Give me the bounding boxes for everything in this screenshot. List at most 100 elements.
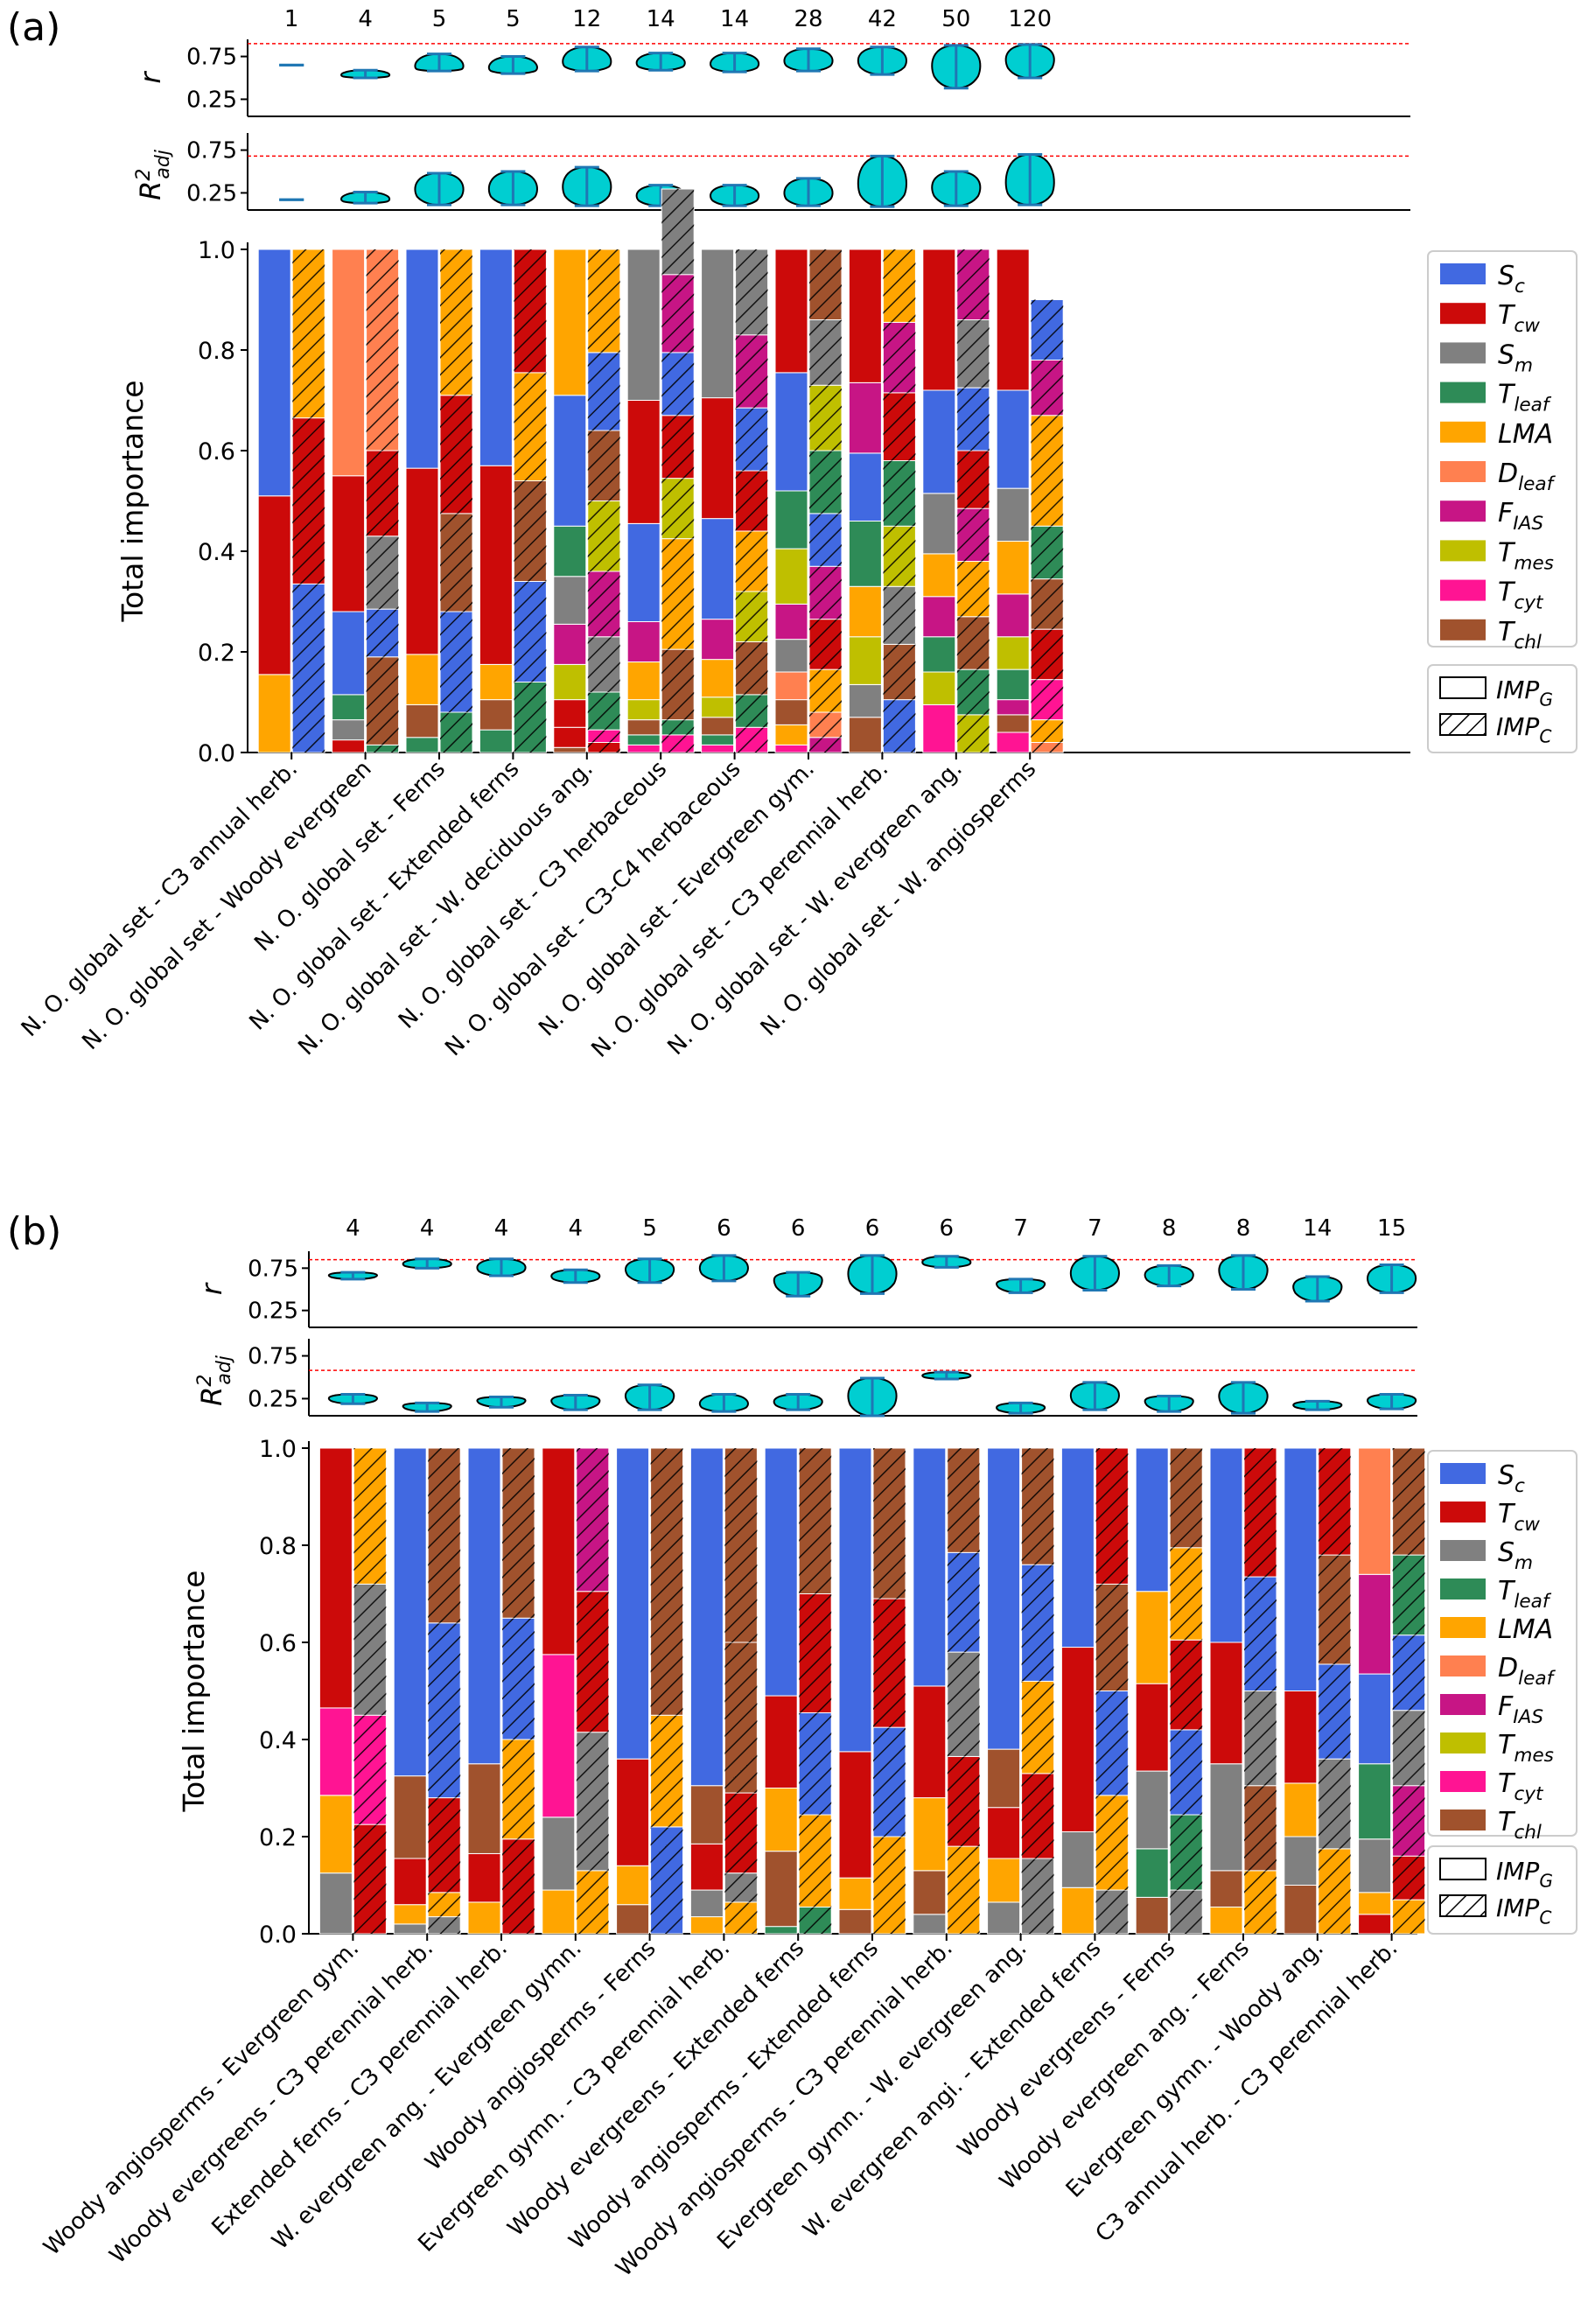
bar-hatch	[366, 745, 399, 752]
bar-segment-tleaf	[1358, 1763, 1392, 1840]
bar-segment-tcw	[987, 1807, 1021, 1859]
sample-count: 120	[1008, 6, 1052, 32]
legend-swatch-tleaf	[1440, 1578, 1486, 1600]
bar-segment-sm	[922, 493, 956, 555]
bar-hatch	[514, 682, 547, 752]
bar-hatch	[1031, 415, 1064, 527]
legend-label-fias: FIAS	[1498, 1691, 1543, 1728]
sample-count: 4	[346, 1215, 360, 1242]
bar-segment-tcw	[838, 1751, 872, 1879]
bar-hatch	[366, 656, 399, 746]
bar-segment-tcw	[257, 495, 291, 676]
bar-hatch	[735, 592, 768, 642]
bar-hatch	[1318, 1555, 1351, 1664]
bar-segment-lma	[764, 1788, 798, 1852]
bar-hatch	[1170, 1640, 1203, 1730]
bar-segment-tcyt	[318, 1707, 353, 1796]
bar-hatch	[661, 274, 695, 353]
bar-hatch	[1392, 1785, 1425, 1857]
bar-segment-tchl	[848, 717, 882, 753]
bar-segment-lma	[1060, 1886, 1095, 1935]
bar-hatch	[428, 1892, 461, 1917]
legend-swatch-lma	[1440, 421, 1486, 443]
bar-segment-lma	[1135, 1591, 1169, 1684]
bar-hatch	[1031, 679, 1064, 720]
bar-segment-sc	[1284, 1447, 1318, 1691]
bar-segment-tchl	[913, 1870, 947, 1915]
bar-hatch	[650, 1448, 683, 1716]
bar-hatch	[587, 249, 620, 353]
bar-hatch	[514, 581, 547, 682]
sample-count: 4	[358, 6, 373, 32]
bar-segment-tchl	[838, 1908, 872, 1935]
bar-hatch	[724, 1642, 758, 1794]
legend-swatch-hatch	[1440, 1895, 1486, 1916]
legend-label-tcyt: Tcyt	[1498, 1768, 1544, 1805]
bar-segment-sm	[626, 248, 661, 401]
bar-segment-tcyt	[922, 704, 956, 753]
bar-hatch	[502, 1618, 535, 1740]
r-axis-label: r	[134, 71, 167, 84]
bar-hatch	[1244, 1448, 1277, 1578]
bar-segment-fias	[922, 596, 956, 638]
bar-hatch	[576, 1591, 609, 1732]
bar-segment-sc	[626, 522, 661, 622]
bar-hatch	[873, 1599, 906, 1728]
bar-hatch	[587, 742, 620, 752]
bar-segment-fias	[996, 593, 1030, 638]
bar-segment-sm	[1284, 1836, 1318, 1886]
bar-segment-tleaf	[922, 636, 956, 673]
bar-segment-sc	[1135, 1447, 1169, 1592]
bar-segment-sm	[848, 683, 882, 718]
bar-segment-lma	[689, 1916, 724, 1935]
bar-hatch	[1318, 1759, 1351, 1849]
sample-count: 4	[569, 1215, 584, 1242]
bar-segment-lma	[626, 662, 661, 701]
bar-hatch	[661, 719, 695, 735]
radj-axis-label: R2adj	[133, 149, 174, 200]
bar-segment-tleaf	[848, 521, 882, 587]
bar-segment-tcw	[1209, 1642, 1243, 1765]
bar-segment-lma	[987, 1858, 1021, 1903]
bar-segment-sm	[553, 576, 587, 625]
bar-segment-tcw	[996, 248, 1030, 391]
bar-hatch	[883, 699, 916, 752]
bar-hatch	[873, 1727, 906, 1837]
bar-segment-tcw	[542, 1447, 576, 1656]
bar-hatch	[650, 1826, 683, 1934]
bars-y-tick-label: 0.0	[198, 740, 235, 767]
bar-hatch	[366, 609, 399, 657]
bar-segment-lma	[257, 674, 291, 753]
bar-segment-sc	[405, 248, 439, 469]
bar-segment-sm	[1060, 1830, 1095, 1888]
bars-y-tick-label: 0.2	[198, 640, 235, 667]
bar-segment-sm	[393, 1923, 427, 1935]
bar-segment-tleaf	[332, 694, 366, 721]
legend-swatch-tcyt	[1440, 579, 1486, 601]
bar-hatch	[724, 1872, 758, 1902]
sample-count: 28	[794, 6, 822, 32]
bar-segment-tcyt	[701, 744, 735, 753]
bar-segment-sc	[332, 611, 366, 696]
bar-hatch	[799, 1815, 832, 1908]
legend-label-fias: FIAS	[1498, 498, 1543, 535]
bar-hatch	[956, 714, 990, 752]
legend-label-tcw: Tcw	[1498, 300, 1540, 337]
sample-count: 5	[642, 1215, 657, 1242]
bar-hatch	[1021, 1773, 1054, 1858]
bar-segment-tmes	[922, 671, 956, 705]
legend-label-dleaf: Dleaf	[1498, 1653, 1557, 1690]
bar-hatch	[873, 1837, 906, 1934]
bar-segment-tchl	[405, 704, 439, 738]
bar-hatch	[735, 408, 768, 471]
category-label: N. O. global set - Extended ferns	[245, 756, 525, 1036]
bar-segment-sm	[332, 719, 366, 741]
bar-segment-lma	[1209, 1906, 1243, 1935]
bar-segment-sc	[553, 395, 587, 527]
category-label: Woody angiosperms - C3 perennial herb.	[612, 1936, 958, 2282]
bar-segment-tcw	[764, 1695, 798, 1789]
bar-hatch	[809, 669, 842, 712]
bar-segment-tcw	[1135, 1683, 1169, 1772]
bar-hatch	[587, 500, 620, 571]
radj-tick-label: 0.25	[248, 1386, 298, 1412]
